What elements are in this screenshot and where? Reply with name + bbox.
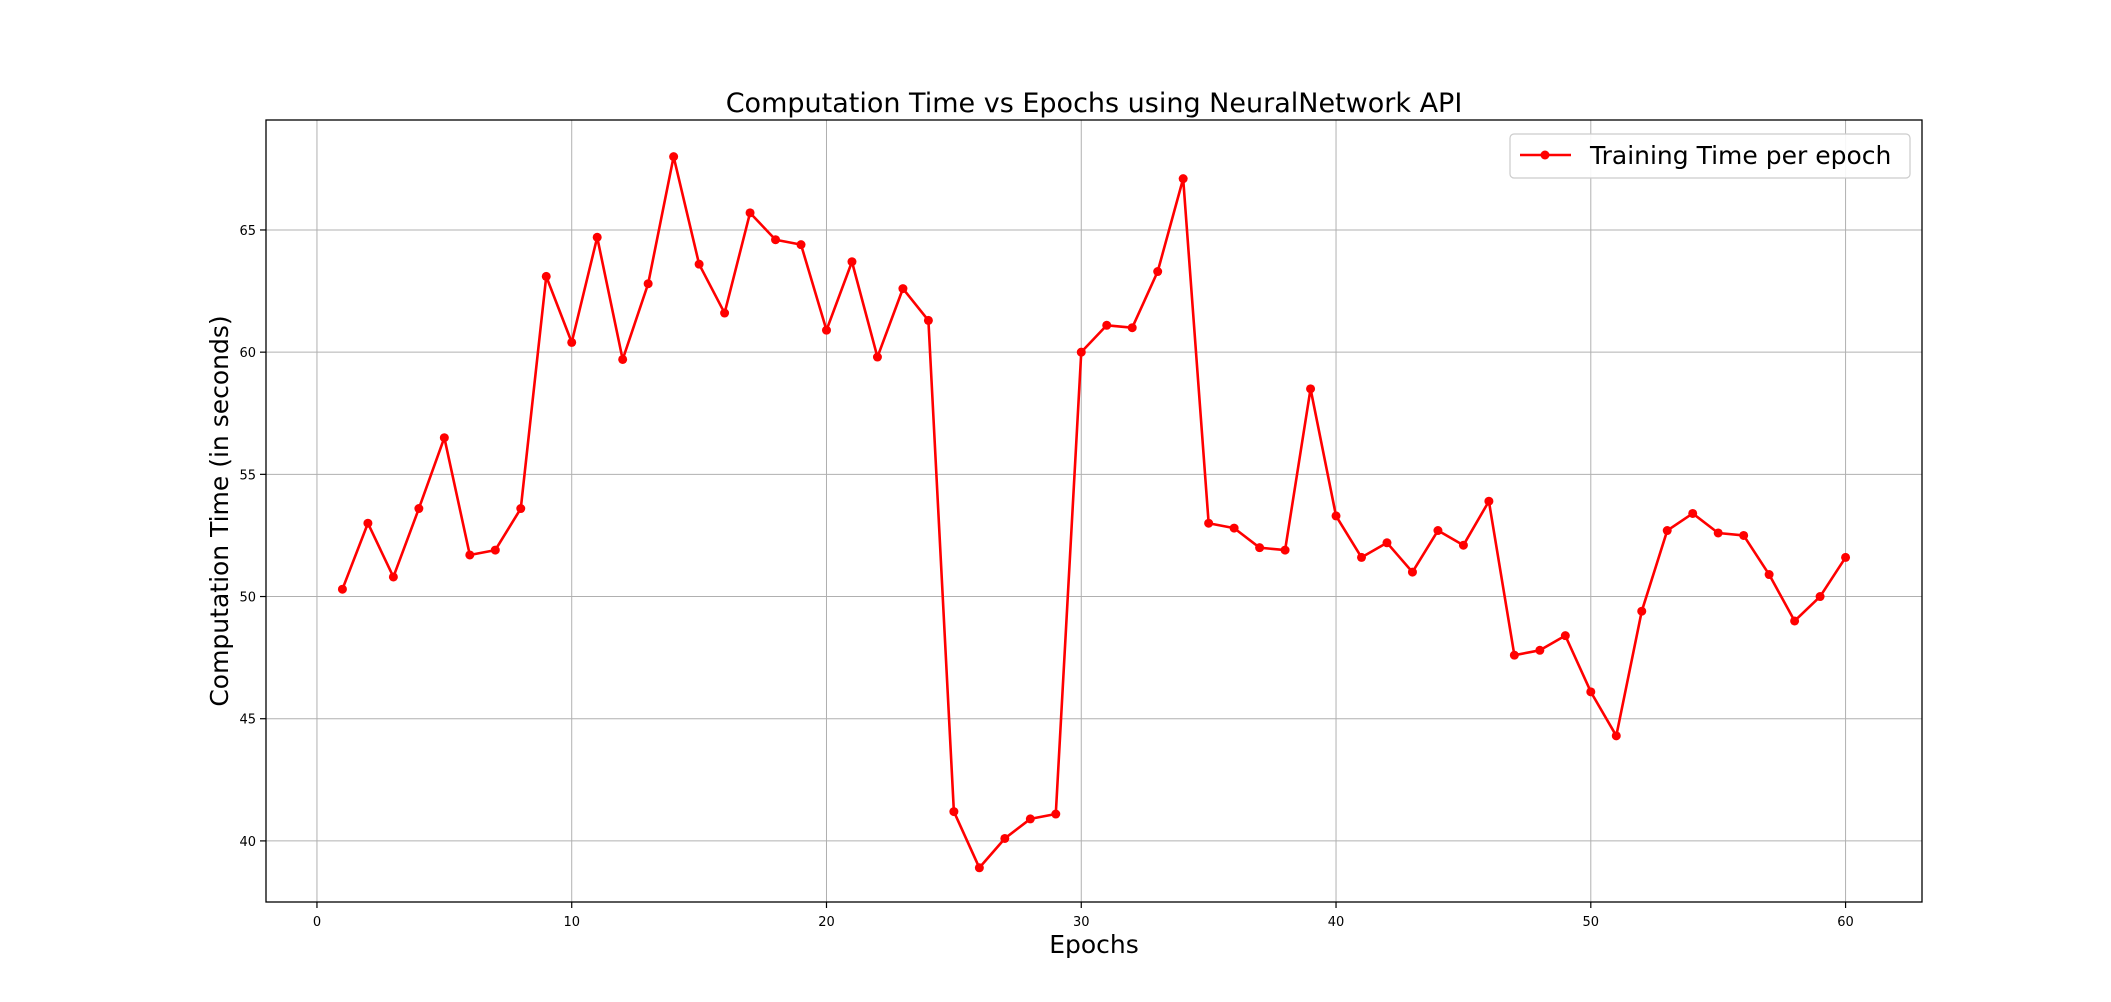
data-point-epoch-34 [1178, 174, 1188, 184]
data-point-epoch-50 [1586, 687, 1596, 697]
data-point-epoch-47 [1509, 650, 1519, 660]
y-tick-label-45: 45 [239, 713, 256, 728]
data-point-epoch-7 [490, 545, 500, 555]
data-point-epoch-4 [414, 504, 424, 514]
data-point-epoch-40 [1331, 511, 1341, 521]
data-point-epoch-28 [1025, 814, 1035, 824]
data-point-epoch-18 [771, 235, 781, 245]
data-point-epoch-3 [388, 572, 398, 582]
x-axis-label: Epochs [1049, 930, 1139, 959]
data-point-epoch-57 [1764, 570, 1774, 580]
data-point-epoch-56 [1739, 530, 1749, 540]
x-tick-label-50: 50 [1583, 915, 1600, 930]
data-point-epoch-29 [1051, 809, 1061, 819]
data-point-epoch-53 [1662, 526, 1672, 536]
data-point-epoch-37 [1255, 543, 1265, 553]
data-point-epoch-31 [1102, 320, 1112, 330]
data-point-epoch-54 [1688, 508, 1698, 518]
data-point-epoch-48 [1535, 645, 1545, 655]
y-tick-label-40: 40 [239, 835, 256, 850]
data-point-epoch-52 [1637, 606, 1647, 616]
x-tick-label-0: 0 [313, 915, 321, 930]
data-point-epoch-12 [618, 354, 628, 364]
series-layer [337, 152, 1851, 873]
plot-frame [265, 119, 1923, 903]
y-tick-label-50: 50 [239, 591, 256, 606]
data-point-epoch-36 [1229, 523, 1239, 533]
data-point-epoch-20 [821, 325, 831, 335]
data-point-epoch-11 [592, 232, 602, 242]
data-point-epoch-21 [847, 257, 857, 267]
axis-ticks: 0 10 20 30 40 50 60 40 45 50 55 60 65 [239, 224, 1853, 930]
data-point-epoch-14 [669, 152, 679, 162]
data-point-epoch-55 [1713, 528, 1723, 538]
data-point-epoch-9 [541, 271, 551, 281]
data-point-epoch-27 [1000, 833, 1010, 843]
legend-entry-label: Training Time per epoch [1589, 141, 1891, 170]
x-tick-label-60: 60 [1837, 915, 1854, 930]
x-tick-label-10: 10 [563, 915, 580, 930]
data-point-epoch-24 [923, 315, 933, 325]
data-point-epoch-25 [949, 807, 959, 817]
x-tick-label-40: 40 [1328, 915, 1345, 930]
data-point-epoch-13 [643, 279, 653, 289]
data-point-epoch-10 [567, 337, 577, 347]
data-point-epoch-1 [337, 584, 347, 594]
x-tick-label-30: 30 [1073, 915, 1090, 930]
y-axis-label: Computation Time (in seconds) [205, 315, 234, 706]
data-point-epoch-45 [1458, 540, 1468, 550]
data-point-epoch-35 [1204, 518, 1214, 528]
legend-box [1509, 133, 1911, 179]
y-tick-label-60: 60 [239, 346, 256, 361]
data-point-epoch-58 [1790, 616, 1800, 626]
legend: Training Time per epoch [1509, 133, 1911, 179]
data-point-epoch-6 [465, 550, 475, 560]
data-point-epoch-32 [1127, 323, 1137, 333]
data-point-epoch-42 [1382, 538, 1392, 548]
data-point-epoch-51 [1611, 731, 1621, 741]
data-point-epoch-30 [1076, 347, 1086, 357]
data-point-epoch-22 [872, 352, 882, 362]
data-point-epoch-43 [1407, 567, 1417, 577]
data-point-epoch-41 [1357, 552, 1367, 562]
data-point-epoch-2 [363, 518, 373, 528]
data-point-epoch-60 [1841, 552, 1851, 562]
data-point-epoch-15 [694, 259, 704, 269]
chart-title: Computation Time vs Epochs using NeuralN… [726, 88, 1463, 119]
data-point-epoch-49 [1560, 631, 1570, 641]
series-line-0 [341, 155, 1847, 870]
data-point-epoch-23 [898, 284, 908, 294]
data-point-epoch-16 [720, 308, 730, 318]
data-point-epoch-59 [1815, 592, 1825, 602]
y-tick-label-55: 55 [239, 468, 256, 483]
data-point-epoch-26 [974, 863, 984, 873]
legend-marker [1540, 150, 1550, 160]
data-point-epoch-5 [439, 433, 449, 443]
data-point-epoch-8 [516, 504, 526, 514]
data-point-epoch-44 [1433, 526, 1443, 536]
data-point-epoch-38 [1280, 545, 1290, 555]
data-point-epoch-17 [745, 208, 755, 218]
data-point-epoch-39 [1306, 384, 1316, 394]
y-tick-label-65: 65 [239, 224, 256, 239]
data-point-epoch-46 [1484, 496, 1494, 506]
data-point-epoch-19 [796, 240, 806, 250]
x-tick-label-20: 20 [818, 915, 835, 930]
data-point-epoch-33 [1153, 267, 1163, 277]
grid-lines [266, 120, 1922, 902]
